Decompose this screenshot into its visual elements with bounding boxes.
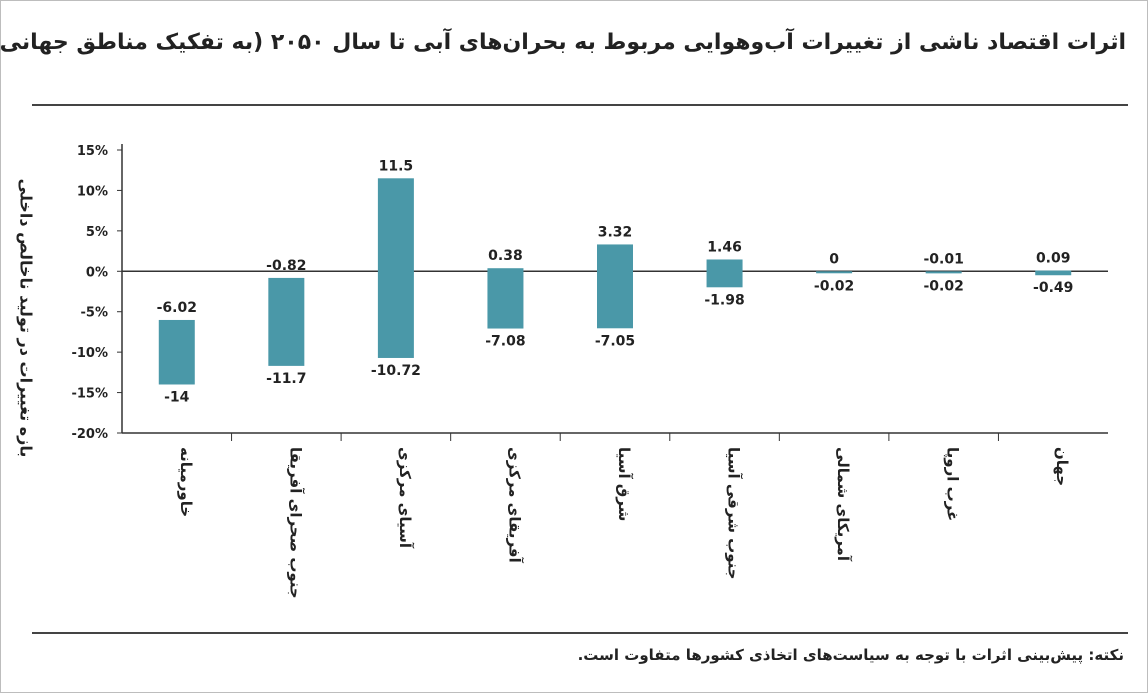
category-label: جنوب صحرای آفریقا	[286, 447, 304, 599]
bar-range	[487, 268, 524, 329]
chart-title: اثرات اقتصاد ناشی از تغییرات آب‌وهوایی م…	[0, 30, 1126, 55]
data-label-min: -7.08	[485, 334, 525, 350]
data-label-max: 0.38	[488, 248, 523, 264]
data-label-min: -0.02	[923, 278, 963, 294]
bar-range	[1035, 270, 1072, 276]
data-label-min: -14	[164, 389, 190, 405]
chart-note: نکته: پیش‌بینی اثرات با توجه به سیاست‌ها…	[577, 646, 1124, 664]
data-label-max: 0.09	[1036, 251, 1071, 267]
y-tick-label: 0%	[86, 265, 108, 280]
y-tick-label: -5%	[81, 306, 108, 321]
bar-range	[706, 259, 743, 288]
bar-chart: 15% 10% 5% 0% -5% -10% -15% -20% -6.02 -14 خاورمیا…	[71, 144, 1108, 599]
y-tick-label: 10%	[77, 184, 108, 199]
bar-range	[158, 319, 195, 385]
data-label-max: 11.5	[379, 158, 414, 174]
data-label-max: 1.46	[707, 239, 742, 255]
data-label-min: -1.98	[704, 292, 744, 308]
category-label: آسیای مرکزی	[396, 447, 414, 549]
category-label: غرب اروپا	[943, 447, 962, 521]
category-label: خاورمیانه	[177, 447, 195, 517]
y-tick-label: 15%	[77, 144, 108, 159]
bar-range	[597, 244, 633, 329]
data-label-min: -11.7	[266, 371, 306, 387]
category-label: شرق آسیا	[615, 447, 633, 521]
data-label-max: 0	[829, 251, 839, 267]
note-divider	[32, 632, 1128, 634]
data-label-max: 3.32	[598, 224, 633, 240]
bar-range	[816, 271, 853, 274]
data-label-min: -0.49	[1033, 280, 1073, 296]
y-tick-label: -20%	[71, 427, 108, 442]
category-label: آمریکای شمالی	[834, 447, 852, 562]
bar-range	[377, 178, 414, 358]
category-label: جنوب شرقی آسیا	[725, 447, 743, 580]
y-tick-label: -10%	[71, 346, 108, 361]
bar-range	[925, 271, 962, 274]
data-label-min: -10.72	[371, 363, 421, 379]
data-label-max: -0.01	[923, 251, 963, 267]
y-tick-label: 5%	[86, 225, 108, 240]
bar-range	[268, 277, 305, 366]
data-label-min: -0.02	[814, 278, 854, 294]
category-label: آفریقای مرکزی	[505, 447, 523, 564]
data-label-max: -6.02	[157, 300, 197, 316]
data-label-max: -0.82	[266, 258, 306, 274]
category-label: جهان	[1053, 447, 1071, 486]
y-tick-label: -15%	[71, 387, 108, 402]
data-label-min: -7.05	[595, 333, 635, 349]
title-divider	[32, 104, 1128, 106]
